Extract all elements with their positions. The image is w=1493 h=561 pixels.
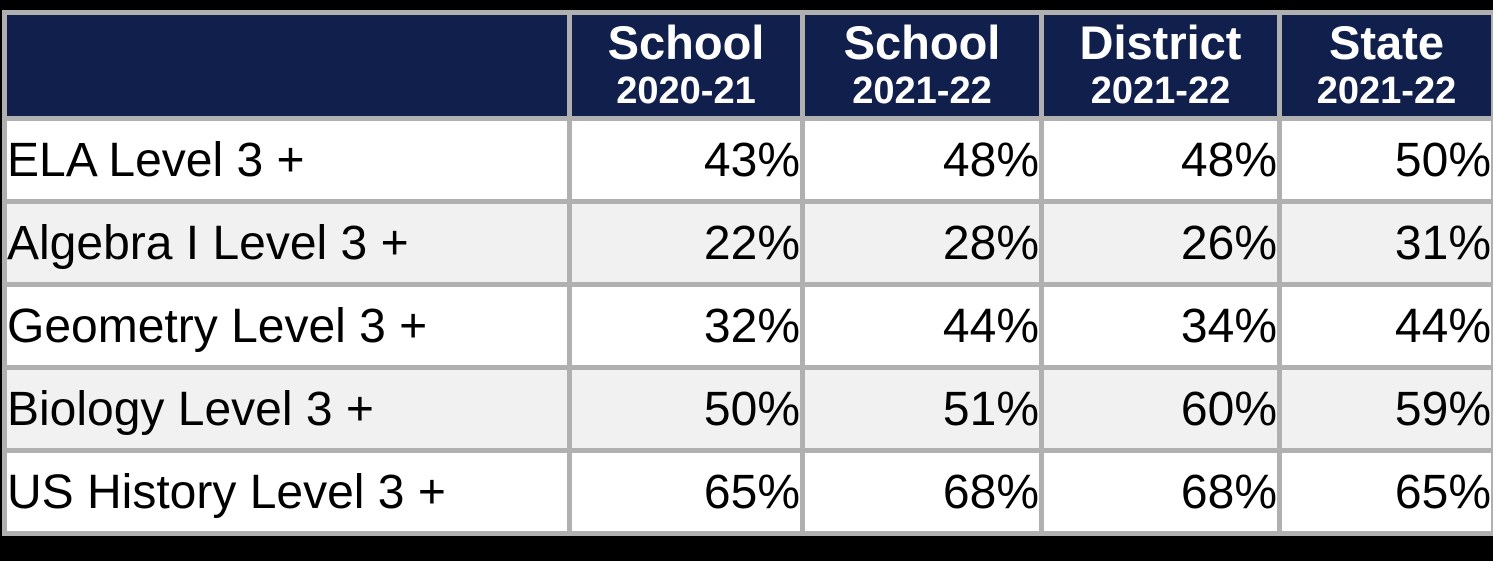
- table-row-ela: ELA Level 3 + 43% 48% 48% 50%: [2, 116, 1493, 204]
- header-state-2021-22: State 2021-22: [1277, 10, 1493, 121]
- table-row-algebra: Algebra I Level 3 + 22% 28% 26% 31%: [2, 199, 1493, 287]
- header-row: School 2020-21 School 2021-22 District 2…: [2, 10, 1493, 121]
- header-label: School: [843, 16, 1001, 70]
- header-label: School: [607, 16, 765, 70]
- header-sublabel: 2021-22: [1090, 69, 1231, 112]
- header-school-2020-21: School 2020-21: [567, 10, 805, 121]
- header-school-2021-22: School 2021-22: [800, 10, 1044, 121]
- cell-value: 65%: [567, 448, 805, 536]
- header-district-2021-22: District 2021-22: [1039, 10, 1282, 121]
- row-label: Biology Level 3 +: [2, 365, 572, 453]
- cell-value: 59%: [1277, 365, 1493, 453]
- performance-table: School 2020-21 School 2021-22 District 2…: [2, 10, 1493, 536]
- cell-value: 68%: [800, 448, 1044, 536]
- cell-value: 22%: [567, 199, 805, 287]
- cell-value: 43%: [567, 116, 805, 204]
- cell-value: 65%: [1277, 448, 1493, 536]
- row-label: Algebra I Level 3 +: [2, 199, 572, 287]
- cell-value: 32%: [567, 282, 805, 370]
- header-sublabel: 2020-21: [616, 69, 756, 112]
- row-label: US History Level 3 +: [2, 448, 572, 536]
- cell-value: 28%: [800, 199, 1044, 287]
- cell-value: 44%: [1277, 282, 1493, 370]
- table-row-geometry: Geometry Level 3 + 32% 44% 34% 44%: [2, 282, 1493, 370]
- row-label: ELA Level 3 +: [2, 116, 572, 204]
- row-label: Geometry Level 3 +: [2, 282, 572, 370]
- cell-value: 48%: [800, 116, 1044, 204]
- cell-value: 44%: [800, 282, 1044, 370]
- cell-value: 50%: [567, 365, 805, 453]
- header-label: District: [1079, 16, 1242, 70]
- cell-value: 50%: [1277, 116, 1493, 204]
- header-label: State: [1329, 16, 1444, 70]
- cell-value: 48%: [1039, 116, 1282, 204]
- cell-value: 26%: [1039, 199, 1282, 287]
- table-row-biology: Biology Level 3 + 50% 51% 60% 59%: [2, 365, 1493, 453]
- header-sublabel: 2021-22: [852, 69, 992, 112]
- cell-value: 60%: [1039, 365, 1282, 453]
- header-row-label-spacer: [2, 10, 572, 121]
- cell-value: 51%: [800, 365, 1044, 453]
- cell-value: 68%: [1039, 448, 1282, 536]
- header-sublabel: 2021-22: [1316, 69, 1457, 112]
- performance-table-container: School 2020-21 School 2021-22 District 2…: [2, 10, 1493, 536]
- cell-value: 34%: [1039, 282, 1282, 370]
- table-row-us-history: US History Level 3 + 65% 68% 68% 65%: [2, 448, 1493, 536]
- cell-value: 31%: [1277, 199, 1493, 287]
